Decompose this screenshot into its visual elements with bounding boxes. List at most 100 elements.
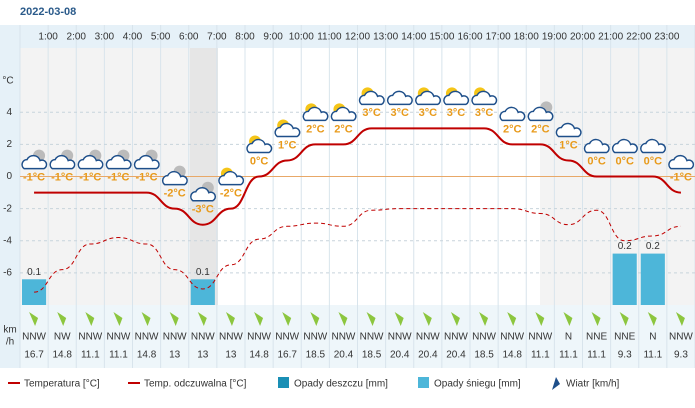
wind-direction: NNW: [444, 332, 468, 343]
wind-direction: NNW: [360, 332, 384, 343]
wind-unit: km: [3, 325, 16, 336]
wind-speed: 16.7: [277, 350, 297, 361]
hour-label: 7:00: [207, 32, 227, 43]
wind-speed: 11.1: [109, 350, 128, 361]
wind-arrow: [29, 312, 39, 326]
cloud: [246, 138, 273, 154]
wind-direction: NNW: [528, 332, 552, 343]
wind-direction: NNW: [135, 332, 159, 343]
chart-title: 2022-03-08: [20, 6, 76, 18]
hour-label: 14:00: [401, 32, 426, 43]
wind-speed: 20.4: [334, 350, 354, 361]
wind-direction: N: [649, 332, 656, 343]
wind-arrow: [169, 312, 179, 326]
cloud: [611, 138, 638, 154]
temperature-label: 3°C: [475, 107, 494, 119]
wind-arrow: [338, 312, 348, 326]
wind-speed: 18.5: [362, 350, 382, 361]
weather-icon: [611, 138, 638, 154]
bar-label: 0.2: [618, 241, 632, 252]
temperature-label: 2°C: [306, 123, 325, 135]
weather-icon: [555, 122, 582, 138]
left-strip: [0, 25, 20, 368]
temperature-label: 0°C: [644, 155, 663, 167]
wind-arrow: [675, 312, 685, 326]
wind-speed: 11.1: [643, 350, 662, 361]
cloud: [105, 154, 132, 170]
wind-direction: NNW: [275, 332, 299, 343]
wind-arrow: [507, 312, 517, 326]
temperature-label: -1°C: [79, 171, 101, 183]
y-axis-label: °C: [2, 76, 13, 87]
wind-arrow: [366, 312, 376, 326]
hour-label: 18:00: [514, 32, 539, 43]
temperature-label: -1°C: [670, 171, 692, 183]
cloud: [77, 154, 104, 170]
weather-icon: [583, 138, 610, 154]
y-tick-label: -4: [3, 235, 12, 246]
legend-label: Wiatr [km/h]: [566, 379, 620, 390]
cloud: [640, 138, 667, 154]
hour-label: 16:00: [457, 32, 482, 43]
weather-icon: [527, 101, 554, 122]
wind-direction: NNW: [669, 332, 693, 343]
cloud: [21, 154, 48, 170]
temperature-label: 3°C: [447, 107, 466, 119]
legend-label: Opady deszczu [mm]: [294, 379, 388, 390]
temperature-label: 1°C: [559, 139, 578, 151]
hour-label: 19:00: [542, 32, 567, 43]
wind-arrow: [225, 312, 235, 326]
cloud: [302, 106, 329, 122]
wind-arrow: [254, 312, 264, 326]
temperature-label: 3°C: [419, 107, 438, 119]
precip-bar: [190, 279, 215, 305]
cloud: [358, 90, 385, 106]
weather-icon: [302, 103, 329, 122]
y-tick-label: 0: [6, 171, 12, 182]
cloud: [330, 106, 357, 122]
weather-icon: [190, 181, 217, 202]
temperature-label: -1°C: [136, 171, 158, 183]
wind-speed: 9.3: [618, 350, 632, 361]
cloud: [218, 170, 245, 186]
hour-label: 8:00: [235, 32, 255, 43]
legend-swatch: [552, 377, 560, 390]
wind-direction: NNW: [472, 332, 496, 343]
wind-speed: 11.1: [81, 350, 100, 361]
wind-arrow: [197, 312, 207, 326]
precip-bar: [612, 253, 637, 305]
wind-direction: NNW: [247, 332, 271, 343]
wind-speed: 13: [169, 350, 181, 361]
legend-label: Opady śniegu [mm]: [434, 379, 521, 390]
weather-icon: [21, 149, 48, 170]
weather-icon: [77, 149, 104, 170]
weather-icon: [246, 135, 273, 154]
wind-speed: 11.1: [559, 350, 578, 361]
cloud: [668, 154, 695, 170]
wind-speed: 9.3: [674, 350, 688, 361]
cloud: [471, 90, 498, 106]
wind-arrow: [113, 312, 123, 326]
wind-arrow: [310, 312, 320, 326]
temperature-label: -2°C: [220, 188, 242, 200]
wind-speed: 20.4: [390, 350, 410, 361]
hour-label: 5:00: [151, 32, 171, 43]
wind-speed: 18.5: [306, 350, 326, 361]
cloud: [555, 122, 582, 138]
y-tick-label: 2: [6, 139, 12, 150]
cloud: [386, 90, 413, 106]
weather-icon: [443, 87, 470, 106]
hour-label: 22:00: [626, 32, 651, 43]
wind-direction: N: [565, 332, 572, 343]
wind-arrow: [535, 312, 545, 326]
temperature-label: 0°C: [250, 155, 269, 167]
wind-speed: 14.8: [137, 350, 157, 361]
wind-speed: 14.8: [249, 350, 269, 361]
legend-swatch: [278, 377, 289, 388]
legend-label: Temperatura [°C]: [24, 379, 100, 390]
weather-icon: [49, 149, 76, 170]
precip-bar: [640, 253, 665, 305]
hour-label: 20:00: [570, 32, 595, 43]
hour-label: 15:00: [429, 32, 454, 43]
wind-arrow: [479, 312, 489, 326]
